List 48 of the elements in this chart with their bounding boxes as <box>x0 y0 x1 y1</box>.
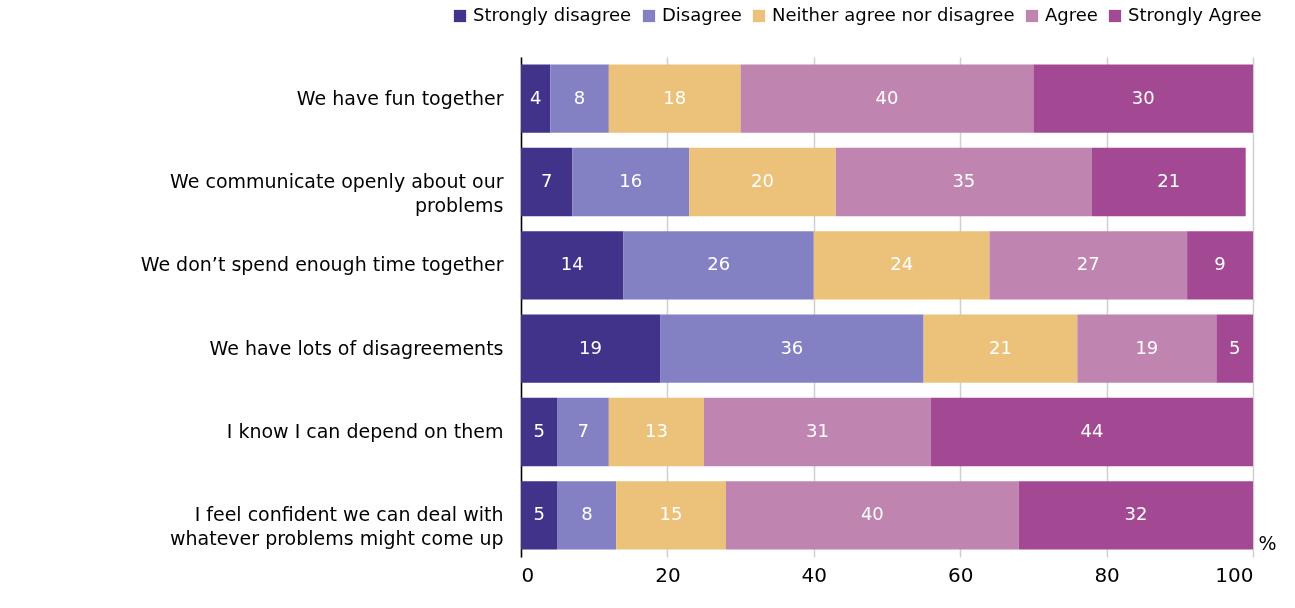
data-label: 19 <box>1135 336 1159 358</box>
data-label: 4 <box>529 86 542 108</box>
data-label: 8 <box>573 86 586 108</box>
data-label: 7 <box>577 420 589 441</box>
data-label: 8 <box>581 503 593 525</box>
data-label: 40 <box>860 503 884 525</box>
data-label: 31 <box>806 420 829 441</box>
y-tick-label: I feel confident we can deal with whatever problems might come up <box>170 503 504 550</box>
data-label: 26 <box>707 253 731 275</box>
data-label: 40 <box>875 86 899 108</box>
x-axis-title: % <box>1258 531 1277 554</box>
y-tick-label: I know I can depend on them <box>226 420 504 442</box>
data-label: 35 <box>952 170 976 191</box>
legend-label: Strongly disagree <box>473 4 632 25</box>
data-label: 5 <box>533 503 546 525</box>
data-label: 21 <box>1157 170 1181 191</box>
y-tick-label: We have fun together <box>296 86 504 109</box>
data-label: 44 <box>1080 420 1104 441</box>
y-tick-label: We don’t spend enough time together <box>140 253 504 276</box>
data-label: 32 <box>1124 503 1148 525</box>
legend-label: Agree <box>1045 4 1098 25</box>
x-tick-label: 80 <box>1094 562 1120 587</box>
data-label: 20 <box>751 170 775 191</box>
data-label: 15 <box>659 503 683 525</box>
y-tick-label: We have lots of disagreements <box>209 336 504 359</box>
legend-label: Neither agree nor disagree <box>772 4 1015 25</box>
legend-label: Disagree <box>662 4 742 25</box>
data-label: 14 <box>560 253 584 275</box>
data-label: 18 <box>663 86 687 108</box>
data-label: 13 <box>644 420 668 441</box>
data-label: 16 <box>619 170 643 191</box>
data-label: 36 <box>780 336 804 358</box>
data-label: 21 <box>989 336 1012 358</box>
x-tick-label: 0 <box>521 562 535 587</box>
data-label: 27 <box>1076 253 1100 275</box>
data-label: 5 <box>533 420 546 441</box>
data-label: 24 <box>890 253 914 275</box>
data-label: 9 <box>1214 253 1226 275</box>
x-tick-label: 100 <box>1215 562 1254 587</box>
y-tick-label: We communicate openly about our problems <box>170 170 504 216</box>
data-label: 5 <box>1228 336 1241 358</box>
legend-label: Strongly Agree <box>1128 4 1262 25</box>
data-label: 7 <box>540 170 553 191</box>
x-tick-label: 40 <box>801 562 828 587</box>
data-label: 19 <box>579 336 602 358</box>
data-label: 30 <box>1131 86 1155 108</box>
x-tick-label: 60 <box>947 562 974 587</box>
x-tick-label: 20 <box>655 562 681 587</box>
